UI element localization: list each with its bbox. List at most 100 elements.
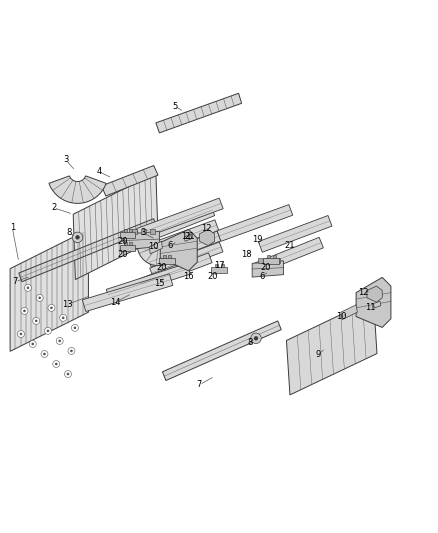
Polygon shape	[221, 264, 224, 266]
Polygon shape	[131, 229, 137, 234]
Circle shape	[25, 284, 32, 292]
Circle shape	[47, 329, 49, 332]
Polygon shape	[254, 237, 323, 274]
Circle shape	[33, 318, 40, 325]
Circle shape	[27, 287, 29, 289]
Polygon shape	[148, 231, 221, 267]
Polygon shape	[124, 231, 159, 249]
Polygon shape	[341, 305, 357, 320]
Circle shape	[39, 296, 41, 299]
Polygon shape	[10, 230, 88, 351]
Text: 20: 20	[117, 250, 127, 259]
Circle shape	[29, 341, 36, 348]
Text: 12: 12	[358, 288, 369, 297]
Polygon shape	[138, 246, 178, 265]
Circle shape	[74, 327, 76, 329]
Polygon shape	[49, 176, 106, 203]
Circle shape	[18, 330, 25, 337]
Text: 9: 9	[316, 350, 321, 359]
Circle shape	[64, 370, 71, 377]
Polygon shape	[215, 264, 218, 266]
Circle shape	[35, 320, 38, 322]
Polygon shape	[199, 230, 215, 246]
Text: 1: 1	[10, 223, 15, 232]
Circle shape	[48, 304, 55, 311]
Polygon shape	[258, 259, 263, 263]
Polygon shape	[102, 166, 158, 196]
Text: 8: 8	[66, 229, 71, 238]
Text: 21: 21	[284, 241, 295, 250]
Polygon shape	[252, 261, 283, 277]
Text: 13: 13	[62, 300, 73, 309]
Polygon shape	[184, 235, 191, 241]
Text: 14: 14	[110, 298, 120, 306]
Polygon shape	[267, 255, 270, 258]
Circle shape	[45, 327, 51, 334]
Polygon shape	[106, 263, 190, 300]
Polygon shape	[139, 253, 212, 289]
Circle shape	[68, 348, 75, 354]
Polygon shape	[19, 219, 156, 282]
Polygon shape	[138, 204, 215, 244]
Polygon shape	[124, 242, 127, 245]
Circle shape	[41, 351, 48, 358]
Text: 3: 3	[63, 156, 68, 164]
Circle shape	[50, 306, 53, 309]
Circle shape	[53, 360, 60, 367]
Polygon shape	[163, 255, 166, 258]
Text: 20: 20	[261, 263, 271, 272]
Circle shape	[55, 362, 57, 365]
Polygon shape	[217, 205, 293, 241]
Text: 11: 11	[365, 303, 375, 312]
Text: 20: 20	[156, 263, 167, 272]
Polygon shape	[273, 255, 276, 258]
Text: 3: 3	[140, 228, 145, 237]
Text: 7: 7	[13, 277, 18, 286]
Text: 15: 15	[154, 279, 164, 287]
Circle shape	[36, 294, 43, 301]
Circle shape	[75, 235, 80, 239]
Text: 6: 6	[259, 272, 265, 280]
Polygon shape	[143, 220, 219, 256]
Circle shape	[62, 317, 64, 319]
Circle shape	[72, 232, 83, 243]
Polygon shape	[258, 215, 332, 252]
Circle shape	[20, 333, 22, 335]
Polygon shape	[160, 230, 197, 271]
Polygon shape	[168, 255, 171, 258]
Text: 5: 5	[172, 102, 177, 111]
Polygon shape	[82, 274, 173, 311]
Polygon shape	[129, 242, 132, 245]
Circle shape	[71, 325, 78, 332]
Circle shape	[21, 308, 28, 314]
Polygon shape	[275, 259, 280, 263]
Polygon shape	[156, 93, 242, 133]
Text: 2: 2	[51, 203, 56, 212]
Circle shape	[58, 340, 61, 342]
Polygon shape	[120, 245, 135, 251]
Polygon shape	[367, 286, 382, 302]
Circle shape	[254, 336, 258, 341]
Text: 7: 7	[197, 381, 202, 390]
Polygon shape	[150, 242, 223, 278]
Polygon shape	[374, 301, 381, 308]
Polygon shape	[137, 198, 223, 239]
Text: 10: 10	[148, 241, 158, 251]
Polygon shape	[73, 173, 158, 279]
Polygon shape	[286, 299, 377, 395]
Text: 4: 4	[96, 167, 102, 176]
Text: 19: 19	[252, 235, 262, 244]
Text: 18: 18	[240, 251, 251, 259]
Text: 8: 8	[247, 338, 253, 347]
Polygon shape	[267, 259, 272, 263]
Polygon shape	[159, 258, 175, 264]
Circle shape	[70, 350, 73, 352]
Polygon shape	[263, 258, 279, 264]
Polygon shape	[211, 266, 227, 273]
Text: 11: 11	[181, 232, 191, 241]
Polygon shape	[120, 232, 135, 238]
Text: 20: 20	[207, 272, 218, 280]
Text: 12: 12	[201, 224, 212, 233]
Circle shape	[43, 353, 46, 356]
Circle shape	[32, 343, 34, 345]
